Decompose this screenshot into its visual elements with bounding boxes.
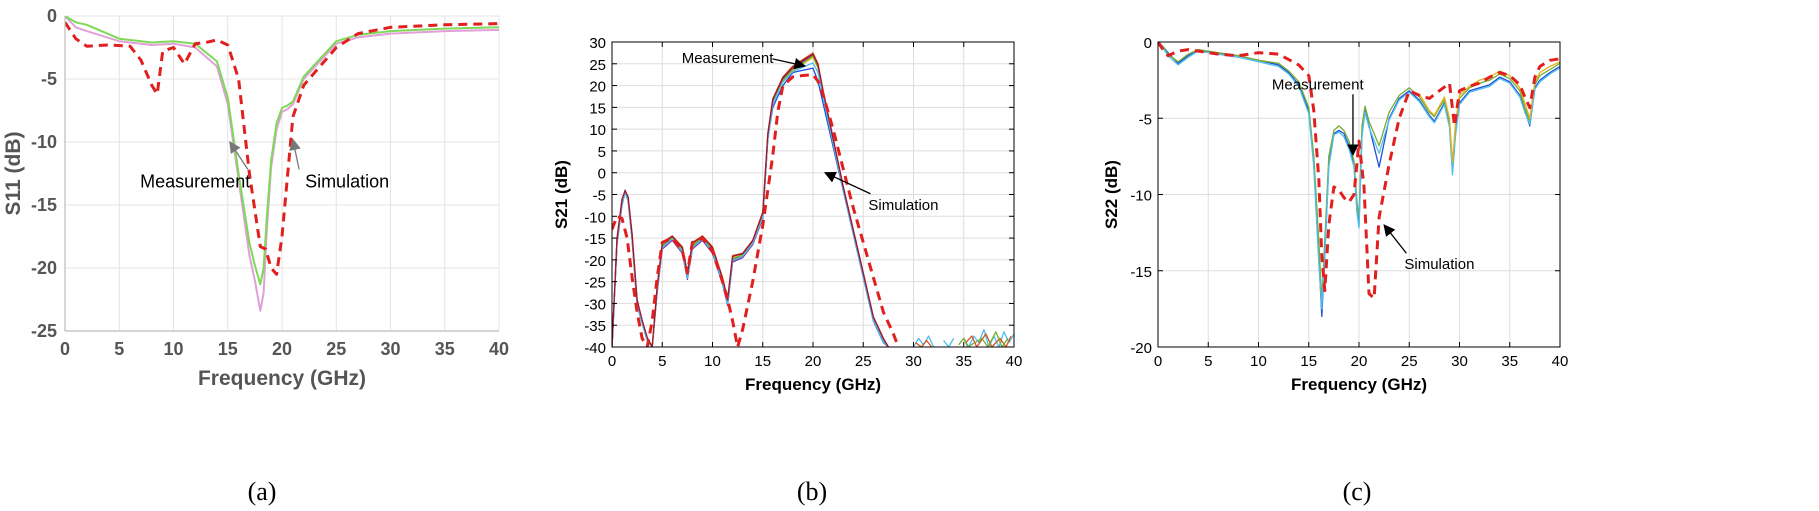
annotation-label: Measurement — [140, 171, 250, 191]
x-tick-label: 5 — [658, 353, 666, 370]
series-line-1 — [1158, 42, 1560, 302]
y-tick-label: -25 — [584, 275, 606, 292]
x-tick-label: 35 — [955, 353, 972, 370]
x-axis-label: Frequency (GHz) — [1291, 375, 1427, 394]
annotation-label: Simulation — [305, 171, 389, 191]
x-tick-label: 0 — [1154, 353, 1162, 370]
x-tick-label: 15 — [754, 353, 771, 370]
y-tick-label: 30 — [589, 35, 606, 52]
x-tick-label: 30 — [905, 353, 922, 370]
y-tick-label: -15 — [31, 195, 57, 215]
x-tick-label: 25 — [326, 339, 346, 359]
x-tick-label: 0 — [608, 353, 616, 370]
series-line-9-segment — [915, 339, 933, 347]
annotation-arrow — [1383, 224, 1407, 254]
x-tick-label: 30 — [1451, 353, 1468, 370]
series-line-7 — [612, 73, 900, 347]
y-tick-label: -10 — [31, 132, 57, 152]
series-group — [65, 16, 499, 312]
y-axis-label: S21 (dB) — [552, 160, 571, 229]
x-tick-label: 35 — [435, 339, 455, 359]
x-tick-label: 25 — [1401, 353, 1418, 370]
y-tick-label: 10 — [589, 122, 606, 139]
panel-caption: (a) — [248, 477, 277, 506]
x-tick-label: 5 — [1204, 353, 1212, 370]
series-line-4 — [1158, 42, 1560, 300]
y-tick-label: -15 — [1130, 264, 1152, 281]
series-line-8-segment — [943, 337, 955, 347]
x-axis-label: Frequency (GHz) — [745, 375, 881, 394]
y-tick-label: -5 — [41, 69, 57, 89]
y-tick-label: -10 — [584, 209, 606, 226]
annotation-arrow — [289, 138, 301, 170]
chart-panel-a: 0 5 10 15 20 25 30 35 40 0 -5 -10 -15 -20 -25 Frequency… — [2, 6, 509, 506]
x-tick-label: 10 — [704, 353, 721, 370]
y-tick-label: -30 — [584, 296, 606, 313]
y-tick-label: 25 — [589, 57, 606, 74]
y-tick-label: -15 — [584, 231, 606, 248]
series-line-8-segment — [963, 328, 1014, 347]
y-tick-label: -25 — [31, 321, 57, 341]
annotation-label: Simulation — [868, 197, 938, 214]
y-tick-label: -35 — [584, 318, 606, 335]
x-tick-label: 15 — [1300, 353, 1317, 370]
y-axis-label: S22 (dB) — [1102, 160, 1121, 229]
x-tick-label: 20 — [272, 339, 292, 359]
x-tick-label: 15 — [218, 339, 238, 359]
x-tick-label: 10 — [1250, 353, 1267, 370]
annotation-arrow — [772, 58, 807, 70]
x-tick-label: 40 — [1006, 353, 1023, 370]
panel-caption: (b) — [797, 477, 827, 506]
y-tick-label: 0 — [598, 166, 606, 183]
y-tick-label: -20 — [584, 253, 606, 270]
series-line-1 — [65, 16, 499, 286]
annotation-arrow — [823, 171, 871, 195]
x-tick-label: 25 — [855, 353, 872, 370]
x-tick-label: 40 — [1552, 353, 1569, 370]
x-tick-label: 20 — [805, 353, 822, 370]
annotation-label: Measurement — [1272, 76, 1365, 93]
y-tick-label: 15 — [589, 100, 606, 117]
y-tick-label: -40 — [584, 340, 606, 357]
y-tick-label: 0 — [1144, 35, 1152, 52]
x-tick-label: 10 — [163, 339, 183, 359]
series-line-2 — [1158, 44, 1560, 310]
x-tick-label: 5 — [114, 339, 124, 359]
x-tick-label: 30 — [380, 339, 400, 359]
x-tick-label: 35 — [1501, 353, 1518, 370]
annotation-label: Simulation — [1404, 256, 1474, 273]
series-line-0 — [65, 16, 499, 312]
annotation-label: Measurement — [682, 50, 775, 67]
x-tick-label: 0 — [60, 339, 70, 359]
series-group — [612, 52, 1014, 347]
y-tick-label: 20 — [589, 79, 606, 96]
y-tick-label: -20 — [1130, 340, 1152, 357]
chart-panel-c: 0 5 10 15 20 25 30 35 40 0 -5 -10 -15 -20 Frequency (G… — [1102, 35, 1568, 506]
x-axis-label: Frequency (GHz) — [198, 367, 366, 390]
panel-caption: (c) — [1343, 477, 1372, 506]
series-line-0 — [1158, 42, 1560, 318]
y-tick-label: 0 — [47, 6, 57, 26]
x-tick-label: 20 — [1351, 353, 1368, 370]
series-group — [1158, 42, 1560, 318]
annotation-arrow — [229, 141, 249, 170]
series-line-10-segment — [958, 331, 1009, 347]
y-axis-label: S11 (dB) — [2, 131, 25, 215]
series-line-2 — [65, 21, 499, 276]
y-tick-label: -10 — [1130, 188, 1152, 205]
series-line-9-segment — [965, 333, 1012, 347]
y-tick-label: -5 — [1139, 111, 1152, 128]
y-tick-label: -5 — [593, 188, 606, 205]
y-tick-label: 5 — [598, 144, 606, 161]
y-tick-label: -20 — [31, 258, 57, 278]
chart-panel-b: 0 5 10 15 20 25 30 35 40 30 25 20 15 10 5 0 -5 -10 -15 -20 -… — [552, 35, 1022, 506]
x-tick-label: 40 — [489, 339, 509, 359]
